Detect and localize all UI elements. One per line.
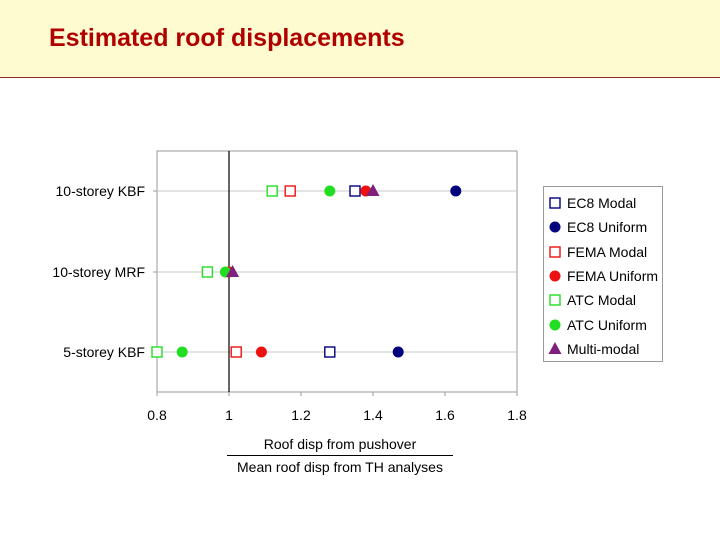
x-tick-label: 1.6 bbox=[435, 407, 455, 423]
legend-label: EC8 Uniform bbox=[567, 219, 648, 236]
legend-symbol bbox=[549, 294, 561, 307]
category-label: 10-storey MRF bbox=[52, 264, 145, 280]
legend-item-atc-uniform: ATC Uniform bbox=[544, 312, 662, 336]
legend-symbol bbox=[549, 197, 561, 209]
legend-marker-ec8-uniform bbox=[549, 221, 561, 233]
legend-item-fema-uniform: FEMA Uniform bbox=[544, 264, 662, 288]
legend-label: FEMA Uniform bbox=[567, 268, 659, 285]
legend-symbol bbox=[549, 246, 561, 258]
legend-item-multi-modal: Multi-modal bbox=[544, 337, 662, 361]
legend: EC8 Modal EC8 Uniform FEMA Modal FEMA Unifo… bbox=[543, 186, 663, 362]
legend-item-fema-modal: FEMA Modal bbox=[544, 240, 662, 264]
data-point-fema-uniform bbox=[255, 346, 267, 358]
legend-symbol bbox=[549, 319, 561, 331]
data-point-atc-modal bbox=[201, 266, 214, 278]
legend-item-atc-modal: ATC Modal bbox=[544, 288, 662, 312]
x-axis-label: Roof disp from pushover Mean roof disp f… bbox=[227, 436, 453, 475]
x-tick-label: 1.4 bbox=[363, 407, 383, 423]
legend-label: ATC Uniform bbox=[567, 316, 647, 333]
data-point-fema-modal bbox=[230, 346, 242, 358]
legend-marker-fema-uniform bbox=[549, 270, 561, 282]
legend-marker-atc-uniform bbox=[549, 319, 561, 331]
title-band bbox=[0, 0, 720, 78]
data-point-fema-modal bbox=[284, 185, 296, 197]
data-point-ec8-modal bbox=[324, 346, 336, 358]
legend-label: Multi-modal bbox=[567, 340, 640, 357]
x-tick-label: 0.8 bbox=[147, 407, 167, 423]
data-point-atc-uniform bbox=[324, 185, 336, 197]
legend-marker-ec8-modal bbox=[549, 197, 561, 209]
legend-label: ATC Modal bbox=[567, 292, 636, 309]
legend-label: EC8 Modal bbox=[567, 195, 637, 212]
x-tick-label: 1.2 bbox=[291, 407, 311, 423]
data-point-multi-modal bbox=[226, 265, 240, 277]
legend-symbol bbox=[549, 270, 561, 282]
slide-title: Estimated roof displacements bbox=[49, 24, 405, 52]
data-point-atc-modal bbox=[266, 185, 278, 197]
data-point-ec8-modal bbox=[349, 185, 361, 197]
legend-marker-multi-modal bbox=[548, 341, 562, 354]
legend-symbol bbox=[548, 341, 562, 354]
legend-marker-atc-modal bbox=[549, 294, 561, 307]
legend-item-ec8-uniform: EC8 Uniform bbox=[544, 215, 662, 239]
x-tick-label: 1 bbox=[225, 407, 233, 423]
data-point-ec8-uniform bbox=[392, 346, 404, 358]
category-label: 5-storey KBF bbox=[63, 344, 145, 360]
legend-symbol bbox=[549, 221, 561, 233]
x-tick-label: 1.8 bbox=[507, 407, 527, 423]
data-point-ec8-uniform bbox=[450, 185, 462, 197]
legend-label: FEMA Modal bbox=[567, 243, 648, 260]
data-point-atc-uniform bbox=[176, 346, 188, 358]
legend-item-ec8-modal: EC8 Modal bbox=[544, 191, 662, 215]
legend-marker-fema-modal bbox=[549, 246, 561, 258]
x-axis-label-numerator: Roof disp from pushover bbox=[227, 436, 453, 456]
data-point-atc-modal bbox=[151, 346, 163, 358]
data-point-multi-modal bbox=[366, 184, 380, 196]
category-label: 10-storey KBF bbox=[56, 183, 145, 199]
x-axis-label-denominator: Mean roof disp from TH analyses bbox=[237, 459, 443, 475]
